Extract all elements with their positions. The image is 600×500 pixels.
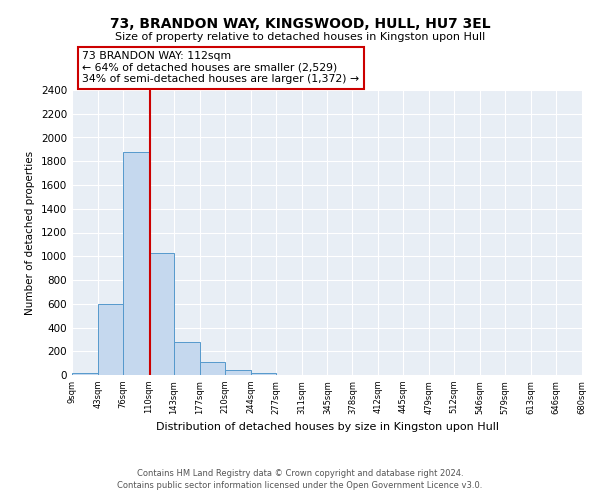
Bar [72, 372, 98, 375]
Bar [200, 362, 225, 375]
Bar [98, 304, 123, 375]
Bar [149, 252, 174, 375]
Text: 73, BRANDON WAY, KINGSWOOD, HULL, HU7 3EL: 73, BRANDON WAY, KINGSWOOD, HULL, HU7 3E… [110, 18, 490, 32]
Bar [251, 372, 275, 375]
Text: 73 BRANDON WAY: 112sqm
← 64% of detached houses are smaller (2,529)
34% of semi-: 73 BRANDON WAY: 112sqm ← 64% of detached… [82, 51, 359, 84]
Text: Contains HM Land Registry data © Crown copyright and database right 2024.
Contai: Contains HM Land Registry data © Crown c… [118, 468, 482, 490]
Y-axis label: Number of detached properties: Number of detached properties [25, 150, 35, 314]
X-axis label: Distribution of detached houses by size in Kingston upon Hull: Distribution of detached houses by size … [155, 422, 499, 432]
Bar [123, 152, 149, 375]
Text: Size of property relative to detached houses in Kingston upon Hull: Size of property relative to detached ho… [115, 32, 485, 42]
Bar [174, 342, 200, 375]
Bar [225, 370, 251, 375]
